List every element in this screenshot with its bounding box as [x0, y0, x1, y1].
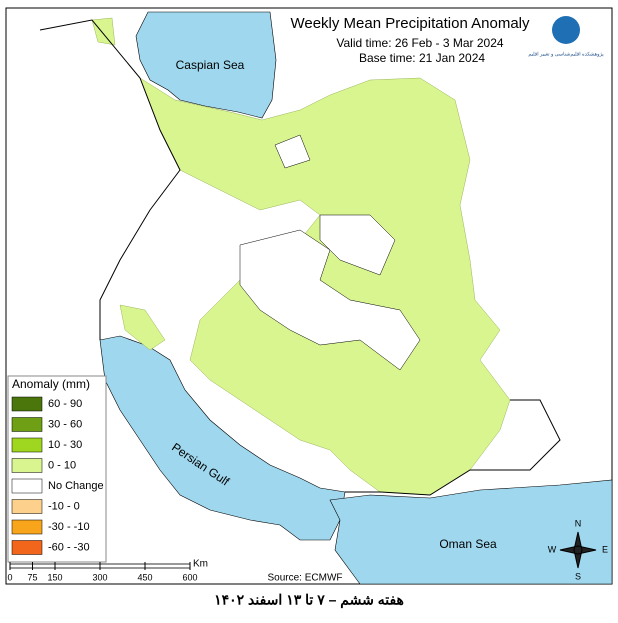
- anomaly-area: [119, 304, 166, 351]
- scale-label: 75: [27, 572, 37, 582]
- legend-swatch: [11, 458, 43, 473]
- no-change-areas: [239, 134, 421, 371]
- legend-title: Anomaly (mm): [12, 377, 90, 391]
- oman-sea: [329, 479, 613, 585]
- logo-text: پژوهشکده اقلیم‌شناسی و تغییر اقلیم: [528, 51, 604, 57]
- title: Weekly Mean Precipitation Anomaly: [290, 15, 530, 32]
- sea-label: Caspian Sea: [176, 58, 245, 72]
- anomaly-area: [91, 17, 116, 46]
- seas: [99, 11, 613, 585]
- legend-label: 0 - 10: [48, 459, 76, 471]
- legend-swatch: [11, 519, 43, 535]
- no-change-area: [319, 214, 396, 276]
- legend-label: -10 - 0: [48, 500, 80, 512]
- compass-letter: N: [575, 518, 582, 528]
- scale-label: 0: [7, 572, 12, 582]
- legend-label: 10 - 30: [48, 439, 82, 451]
- scale-label: 600: [182, 572, 197, 582]
- legend-label: -60 - -30: [48, 541, 90, 553]
- base-time: Base time: 21 Jan 2024: [359, 51, 485, 65]
- legend-swatch: [11, 478, 43, 494]
- legend-label: 60 - 90: [48, 398, 82, 410]
- scale-label: 150: [47, 572, 62, 582]
- no-change-area: [239, 229, 421, 371]
- scale-unit: Km: [193, 559, 208, 570]
- compass: [559, 531, 597, 569]
- legend: Anomaly (mm) 60 - 90 30 - 60 10 - 30 0 - 10 N…: [7, 375, 107, 563]
- legend-swatch: [11, 540, 43, 555]
- scale-label: 300: [92, 572, 107, 582]
- legend-swatch: [11, 396, 43, 412]
- legend-swatch: [11, 437, 43, 453]
- scale-label: 450: [137, 572, 152, 582]
- compass-letter: W: [548, 544, 557, 554]
- legend-label: -30 - -10: [48, 521, 90, 533]
- footer: هفته ششم – ۷ تا ۱۳ اسفند ۱۴۰۲: [214, 592, 404, 609]
- valid-time: Valid time: 26 Feb - 3 Mar 2024: [336, 36, 504, 50]
- source: Source: ECMWF: [267, 573, 342, 584]
- sea-label: Oman Sea: [439, 537, 497, 551]
- no-change-area: [274, 134, 311, 169]
- caspian-sea: [135, 11, 277, 119]
- legend-label: 30 - 60: [48, 418, 82, 430]
- compass-letter: S: [575, 571, 581, 581]
- border: [39, 19, 561, 496]
- legend-swatch: [11, 499, 43, 514]
- legend-label: No Change: [48, 480, 104, 492]
- legend-swatch: [11, 417, 43, 432]
- logo: [552, 16, 580, 44]
- compass-letter: E: [602, 544, 608, 554]
